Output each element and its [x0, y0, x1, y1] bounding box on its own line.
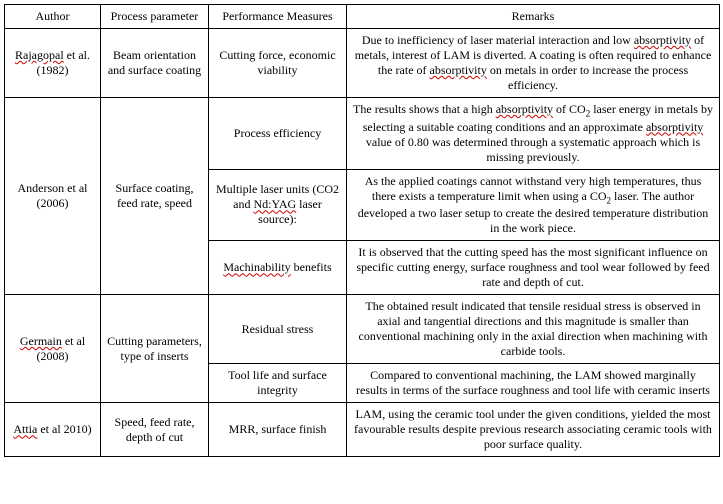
- remarks-cell: The obtained result indicated that tensi…: [347, 295, 720, 364]
- remarks-cell: It is observed that the cutting speed ha…: [347, 241, 720, 295]
- remarks-cell: As the applied coatings cannot withstand…: [347, 169, 720, 241]
- perf-cell: Multiple laser units (CO2 and Nd:YAG las…: [209, 169, 347, 241]
- remarks-cell: Compared to conventional machining, the …: [347, 364, 720, 403]
- perf-cell: MRR, surface finish: [209, 403, 347, 457]
- table-row: Rajagopal et al. (1982)Beam orientation …: [5, 29, 720, 98]
- perf-cell: Cutting force, economic viability: [209, 29, 347, 98]
- table-row: Anderson et al (2006)Surface coating, fe…: [5, 98, 720, 170]
- table-row: Attia et al 2010)Speed, feed rate, depth…: [5, 403, 720, 457]
- process-cell: Beam orientation and surface coating: [101, 29, 209, 98]
- process-cell: Cutting parameters, type of inserts: [101, 295, 209, 403]
- process-cell: Speed, feed rate, depth of cut: [101, 403, 209, 457]
- author-cell: Rajagopal et al. (1982): [5, 29, 101, 98]
- header-process: Process parameter: [101, 5, 209, 29]
- remarks-cell: LAM, using the ceramic tool under the gi…: [347, 403, 720, 457]
- perf-cell: Tool life and surface integrity: [209, 364, 347, 403]
- perf-cell: Residual stress: [209, 295, 347, 364]
- literature-table: AuthorProcess parameterPerformance Measu…: [4, 4, 720, 457]
- table-row: Germain et al (2008)Cutting parameters, …: [5, 295, 720, 364]
- author-cell: Anderson et al (2006): [5, 98, 101, 295]
- author-cell: Attia et al 2010): [5, 403, 101, 457]
- process-cell: Surface coating, feed rate, speed: [101, 98, 209, 295]
- header-perf: Performance Measures: [209, 5, 347, 29]
- perf-cell: Machinability benefits: [209, 241, 347, 295]
- header-remarks: Remarks: [347, 5, 720, 29]
- author-cell: Germain et al (2008): [5, 295, 101, 403]
- remarks-cell: Due to inefficiency of laser material in…: [347, 29, 720, 98]
- perf-cell: Process efficiency: [209, 98, 347, 170]
- remarks-cell: The results shows that a high absorptivi…: [347, 98, 720, 170]
- header-author: Author: [5, 5, 101, 29]
